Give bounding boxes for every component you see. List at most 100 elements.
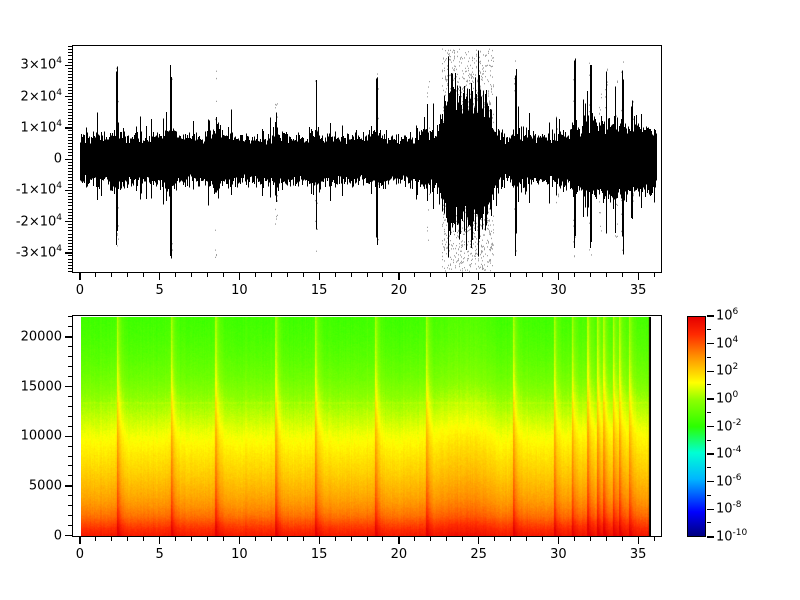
x-tick (414, 273, 416, 277)
x-tick (222, 537, 224, 541)
y-tick (68, 74, 72, 76)
x-tick (398, 273, 400, 280)
x-tick (334, 273, 336, 277)
colorbar-tick (707, 536, 714, 538)
x-tick (238, 537, 241, 544)
x-tick (175, 273, 177, 277)
colorbar-tick (707, 494, 711, 496)
x-tick (462, 537, 464, 541)
spectrogram-image (81, 316, 651, 536)
x-tick (589, 273, 591, 277)
y-tick (68, 83, 72, 85)
y-tick (68, 77, 72, 79)
waveform-y-tick-label: -3×104 (15, 243, 62, 261)
x-tick (653, 273, 655, 277)
y-tick (65, 64, 72, 67)
x-tick (541, 273, 543, 277)
x-tick (478, 537, 480, 544)
y-tick (68, 495, 72, 497)
waveform-x-tick-label: 20 (390, 283, 408, 298)
y-tick (65, 158, 72, 160)
x-tick (573, 537, 575, 541)
y-tick (68, 465, 72, 467)
y-tick (68, 121, 72, 122)
y-tick (68, 230, 72, 232)
y-tick (65, 535, 72, 537)
spectrogram-y-tick-label: 5000 (28, 478, 62, 494)
colorbar-tick (707, 329, 711, 331)
spectrogram-y-tick-label: 15000 (20, 379, 62, 395)
x-tick (79, 537, 81, 544)
x-tick (526, 537, 527, 541)
x-tick (557, 537, 560, 544)
colorbar-tick (707, 370, 714, 372)
y-tick (68, 199, 72, 201)
y-tick (68, 167, 72, 169)
colorbar-tick (707, 315, 714, 317)
x-tick (637, 537, 639, 544)
x-tick (398, 537, 400, 544)
x-tick (637, 273, 639, 280)
y-tick (68, 405, 72, 407)
x-tick (111, 273, 113, 277)
colorbar-tick-label: 10-2 (716, 417, 742, 434)
y-tick (65, 96, 72, 98)
y-tick (68, 152, 72, 154)
x-tick (621, 273, 623, 277)
x-tick (206, 273, 208, 277)
x-tick (254, 537, 256, 541)
y-tick (68, 205, 72, 207)
y-tick (68, 239, 72, 241)
waveform-trace (79, 48, 657, 272)
y-tick (68, 92, 72, 94)
x-tick (159, 273, 161, 280)
y-tick (68, 89, 72, 91)
y-tick (68, 395, 72, 397)
colorbar-tick (707, 342, 714, 345)
colorbar-tick-label: 100 (716, 390, 739, 407)
spectrogram-x-tick-label: 5 (155, 547, 164, 562)
y-tick (68, 261, 72, 263)
x-tick (605, 273, 607, 277)
y-tick (68, 136, 72, 138)
y-tick (68, 196, 72, 197)
x-tick (159, 537, 161, 544)
x-tick (238, 273, 241, 280)
colorbar-tick (707, 425, 714, 428)
y-tick (68, 102, 72, 104)
spectrogram-y-tick-label: 20000 (20, 329, 62, 345)
x-tick (318, 537, 320, 544)
x-tick (95, 273, 97, 277)
x-tick (557, 273, 560, 280)
y-tick (68, 346, 72, 348)
x-tick (302, 537, 304, 541)
x-tick (605, 537, 607, 541)
colorbar-tick (707, 411, 711, 413)
x-tick (494, 273, 496, 277)
y-tick (65, 252, 72, 254)
y-tick (68, 80, 72, 82)
y-tick (68, 271, 72, 272)
y-tick (68, 242, 72, 244)
x-tick (222, 273, 224, 277)
y-tick (68, 202, 72, 204)
waveform-x-tick-label: 0 (75, 283, 85, 298)
y-tick (68, 111, 72, 113)
spectrogram-x-tick-label: 35 (629, 547, 647, 562)
y-tick (68, 71, 72, 72)
colorbar-tick (707, 439, 711, 441)
y-tick (68, 425, 72, 427)
x-tick (446, 273, 448, 277)
y-tick (65, 386, 72, 388)
y-tick (68, 415, 72, 417)
spectrogram-x-tick-label: 15 (310, 547, 328, 562)
y-tick (68, 114, 72, 116)
y-tick (68, 58, 72, 60)
x-tick (143, 273, 145, 277)
y-tick (68, 146, 72, 147)
y-tick (68, 180, 72, 182)
x-tick (191, 537, 193, 541)
y-tick (68, 49, 72, 51)
y-tick (68, 475, 72, 477)
